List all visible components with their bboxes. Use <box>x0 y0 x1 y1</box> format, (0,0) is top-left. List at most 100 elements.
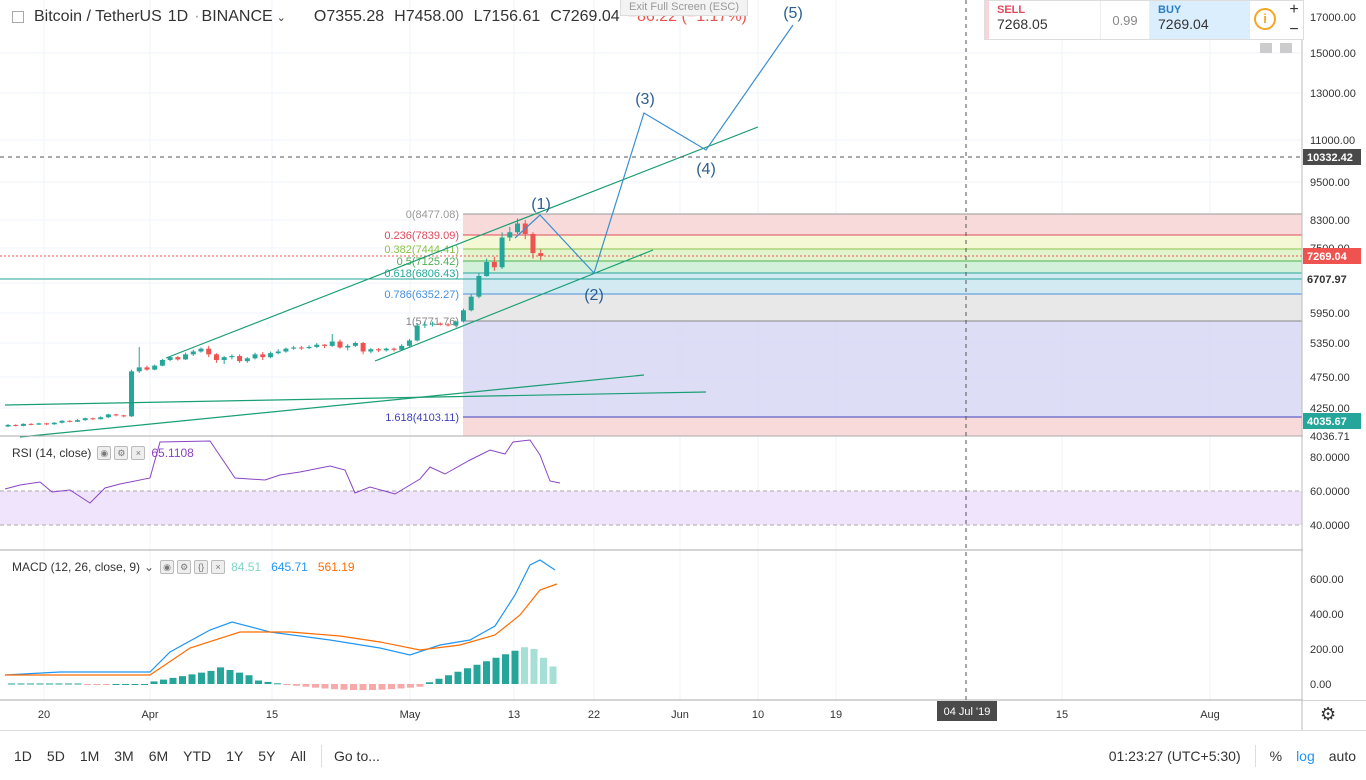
macd-histogram-bar <box>426 682 433 684</box>
exit-fullscreen-button[interactable]: Exit Full Screen (ESC) <box>620 0 748 16</box>
range-1y[interactable]: 1Y <box>226 747 244 764</box>
chevron-down-icon[interactable]: ⌄ <box>276 11 286 24</box>
candle-body <box>275 351 281 354</box>
macd-signal-line <box>5 583 558 676</box>
candle-body <box>507 232 513 238</box>
wave-label: (3) <box>635 91 655 108</box>
fib-zone <box>463 294 1302 321</box>
range-all[interactable]: All <box>290 747 306 764</box>
drawing-tools[interactable]: (1) (2) (3) (4) (5) <box>4 5 803 438</box>
macd-histogram-bar <box>188 674 196 684</box>
close-icon[interactable]: × <box>211 560 226 574</box>
symbol-title[interactable]: Bitcoin / TetherUS <box>34 8 162 25</box>
crosshair-price-label-bg <box>1303 149 1361 165</box>
price-scales[interactable]: 17000.00 15000.00 13000.00 11000.00 9500.00 8… <box>1303 0 1366 700</box>
candle-body <box>414 325 420 341</box>
fib-level-label: 0.382(7444.41) <box>384 244 459 256</box>
macd-label[interactable]: MACD (12, 26, close, 9) <box>12 560 141 574</box>
info-icon[interactable]: i <box>1254 8 1276 30</box>
candle-body <box>267 353 273 358</box>
range-1d[interactable]: 1D <box>14 747 32 764</box>
gear-icon[interactable]: ⚙ <box>1320 704 1337 724</box>
rsi-tick: 80.0000 <box>1310 452 1350 464</box>
time-tick: May <box>400 709 421 721</box>
candle-body <box>499 237 505 268</box>
macd-histogram-bar <box>521 647 528 684</box>
candle-body <box>74 420 80 422</box>
percent-toggle[interactable]: % <box>1269 748 1283 764</box>
range-5y[interactable]: 5Y <box>258 747 276 764</box>
candle-body <box>44 423 50 425</box>
macd-tick: 400.00 <box>1310 609 1344 621</box>
range-6m[interactable]: 6M <box>148 747 169 764</box>
macd-histogram-bar <box>350 684 357 691</box>
macd-histogram-bar <box>530 649 538 684</box>
macd-pane <box>4 559 558 691</box>
macd-histogram-bar <box>84 684 91 685</box>
clock-display[interactable]: 01:23:27 (UTC+5:30) <box>1108 748 1241 764</box>
rsi-label[interactable]: RSI (14, close) <box>12 446 92 460</box>
price-tick: 9500.00 <box>1310 177 1350 189</box>
eye-icon[interactable]: ◉ <box>97 446 112 460</box>
settings-icon[interactable]: ⚙ <box>177 560 192 574</box>
candle-body <box>28 423 34 425</box>
macd-histogram-bar <box>549 666 557 684</box>
auto-toggle[interactable]: auto <box>1328 748 1356 764</box>
macd-histogram-bar <box>217 667 224 684</box>
macd-histogram-bar <box>445 675 452 684</box>
macd-histogram-bar <box>46 683 53 685</box>
sell-button[interactable]: SELL 7268.05 <box>985 1 1100 39</box>
macd-histogram-bar <box>378 684 386 690</box>
macd-histogram-bar <box>407 684 414 688</box>
macd-histogram-bar <box>27 683 34 685</box>
interval-label[interactable]: 1D <box>167 8 189 25</box>
macd-histogram-bar <box>93 684 101 685</box>
macd-line <box>4 559 556 676</box>
sell-label: SELL <box>997 4 1026 16</box>
candle-body <box>437 323 443 325</box>
macd-histogram-bar <box>340 684 348 690</box>
candle-body <box>51 422 57 425</box>
candle-body <box>159 360 165 366</box>
wave-label: (2) <box>584 287 604 304</box>
macd-histogram-bar <box>131 684 139 685</box>
plus-icon[interactable]: + <box>1289 1 1299 18</box>
macd-histogram-bar <box>416 684 424 687</box>
candle-body <box>183 354 189 360</box>
fibonacci-retracement[interactable]: 0(8477.08)0.236(7839.09)0.382(7444.41)0.… <box>0 209 1302 436</box>
candle-body <box>98 417 104 420</box>
chevron-down-icon[interactable]: ⌄ <box>144 560 155 574</box>
collapse-icon[interactable] <box>12 11 24 23</box>
buy-button[interactable]: BUY 7269.04 <box>1150 1 1250 39</box>
macd-histogram-bar <box>274 683 281 685</box>
chart-canvas[interactable]: 0(8477.08)0.236(7839.09)0.382(7444.41)0.… <box>0 0 1366 730</box>
macd-tick: 600.00 <box>1310 574 1344 586</box>
candle-body <box>476 276 482 297</box>
macd-histogram-bar <box>359 684 367 691</box>
goto-button[interactable]: Go to... <box>333 747 380 764</box>
settings-icon[interactable]: ⚙ <box>114 446 129 460</box>
green-price-label-bg <box>1303 413 1361 429</box>
scroll-up-icon[interactable] <box>1260 43 1272 53</box>
candle-body <box>376 349 382 351</box>
range-5d[interactable]: 5D <box>46 747 65 764</box>
time-axis[interactable]: 20Apr15May1322Jun1019Jul15Aug04 Jul '19 <box>38 701 1220 721</box>
range-1m[interactable]: 1M <box>79 747 100 764</box>
candle-body <box>399 345 405 350</box>
trade-panel: SELL 7268.05 0.99 BUY 7269.04 <box>984 0 1304 40</box>
range-3m[interactable]: 3M <box>114 747 134 764</box>
source-code-icon[interactable]: {} <box>194 560 209 574</box>
log-toggle[interactable]: log <box>1296 748 1315 764</box>
minus-icon[interactable]: − <box>1289 21 1299 38</box>
range-ytd[interactable]: YTD <box>183 747 212 764</box>
macd-signal-value: 561.19 <box>317 560 355 574</box>
close-icon[interactable]: × <box>131 446 146 460</box>
macd-histogram-bar <box>321 684 329 689</box>
eye-icon[interactable]: ◉ <box>160 560 175 574</box>
candle-body <box>144 367 150 370</box>
rsi-legend: RSI (14, close) ◉ ⚙ × 65.1108 <box>12 446 194 460</box>
candle-body <box>206 348 212 355</box>
candle-body <box>329 341 335 346</box>
macd-histogram-bar <box>245 675 253 684</box>
scroll-down-icon[interactable] <box>1280 43 1293 53</box>
